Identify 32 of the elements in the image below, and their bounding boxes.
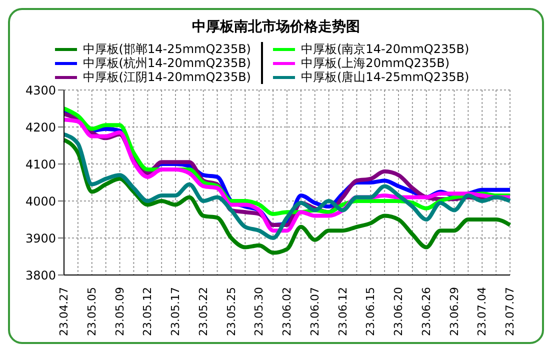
x-tick-label: 23.07.07	[504, 287, 516, 336]
legend-label: 中厚板(唐山14-25mmQ235B)	[301, 70, 470, 84]
y-tick-label: 4300	[25, 83, 56, 98]
x-tick-label: 23.05.09	[113, 287, 126, 336]
legend-label: 中厚板(江阴14-20mmQ235B)	[82, 70, 251, 84]
x-tick-label: 23.06.12	[336, 287, 350, 336]
y-tick-label: 4200	[25, 120, 56, 134]
x-tick-label: 23.05.30	[252, 287, 266, 336]
line-series	[62, 138, 512, 255]
x-tick-label: 23.05.05	[85, 287, 98, 336]
legend-label: 中厚板(上海20mmQ235B)	[301, 56, 450, 70]
x-tick-label: 23.06.07	[308, 287, 322, 336]
x-tick-label: 23.06.29	[448, 287, 461, 336]
x-tick-label: 23.04.27	[58, 287, 70, 336]
line-series	[62, 132, 512, 240]
legend-label: 中厚板(杭州14-20mmQ235B)	[82, 56, 251, 70]
x-tick-label: 23.06.15	[364, 287, 378, 336]
x-tick-label: 23.05.17	[169, 287, 182, 336]
x-tick-label: 23.07.04	[476, 287, 489, 336]
y-tick-label: 4000	[25, 194, 56, 208]
y-tick-label: 4100	[25, 157, 56, 172]
chart-title: 中厚板南北市场价格走势图	[191, 18, 361, 36]
x-tick-label: 23.06.02	[280, 287, 294, 336]
x-tick-label: 23.06.20	[392, 287, 405, 336]
y-tick-label: 3800	[25, 268, 56, 282]
x-tick-label: 23.05.22	[196, 287, 210, 336]
y-tick-label: 3900	[25, 231, 56, 246]
x-tick-label: 23.06.26	[420, 287, 433, 336]
x-tick-label: 23.05.25	[224, 287, 238, 336]
x-tick-label: 23.05.12	[141, 287, 154, 336]
legend-label: 中厚板(邯郸14-25mmQ235B)	[82, 42, 251, 56]
legend-label: 中厚板(南京14-20mmQ235B)	[301, 42, 470, 56]
